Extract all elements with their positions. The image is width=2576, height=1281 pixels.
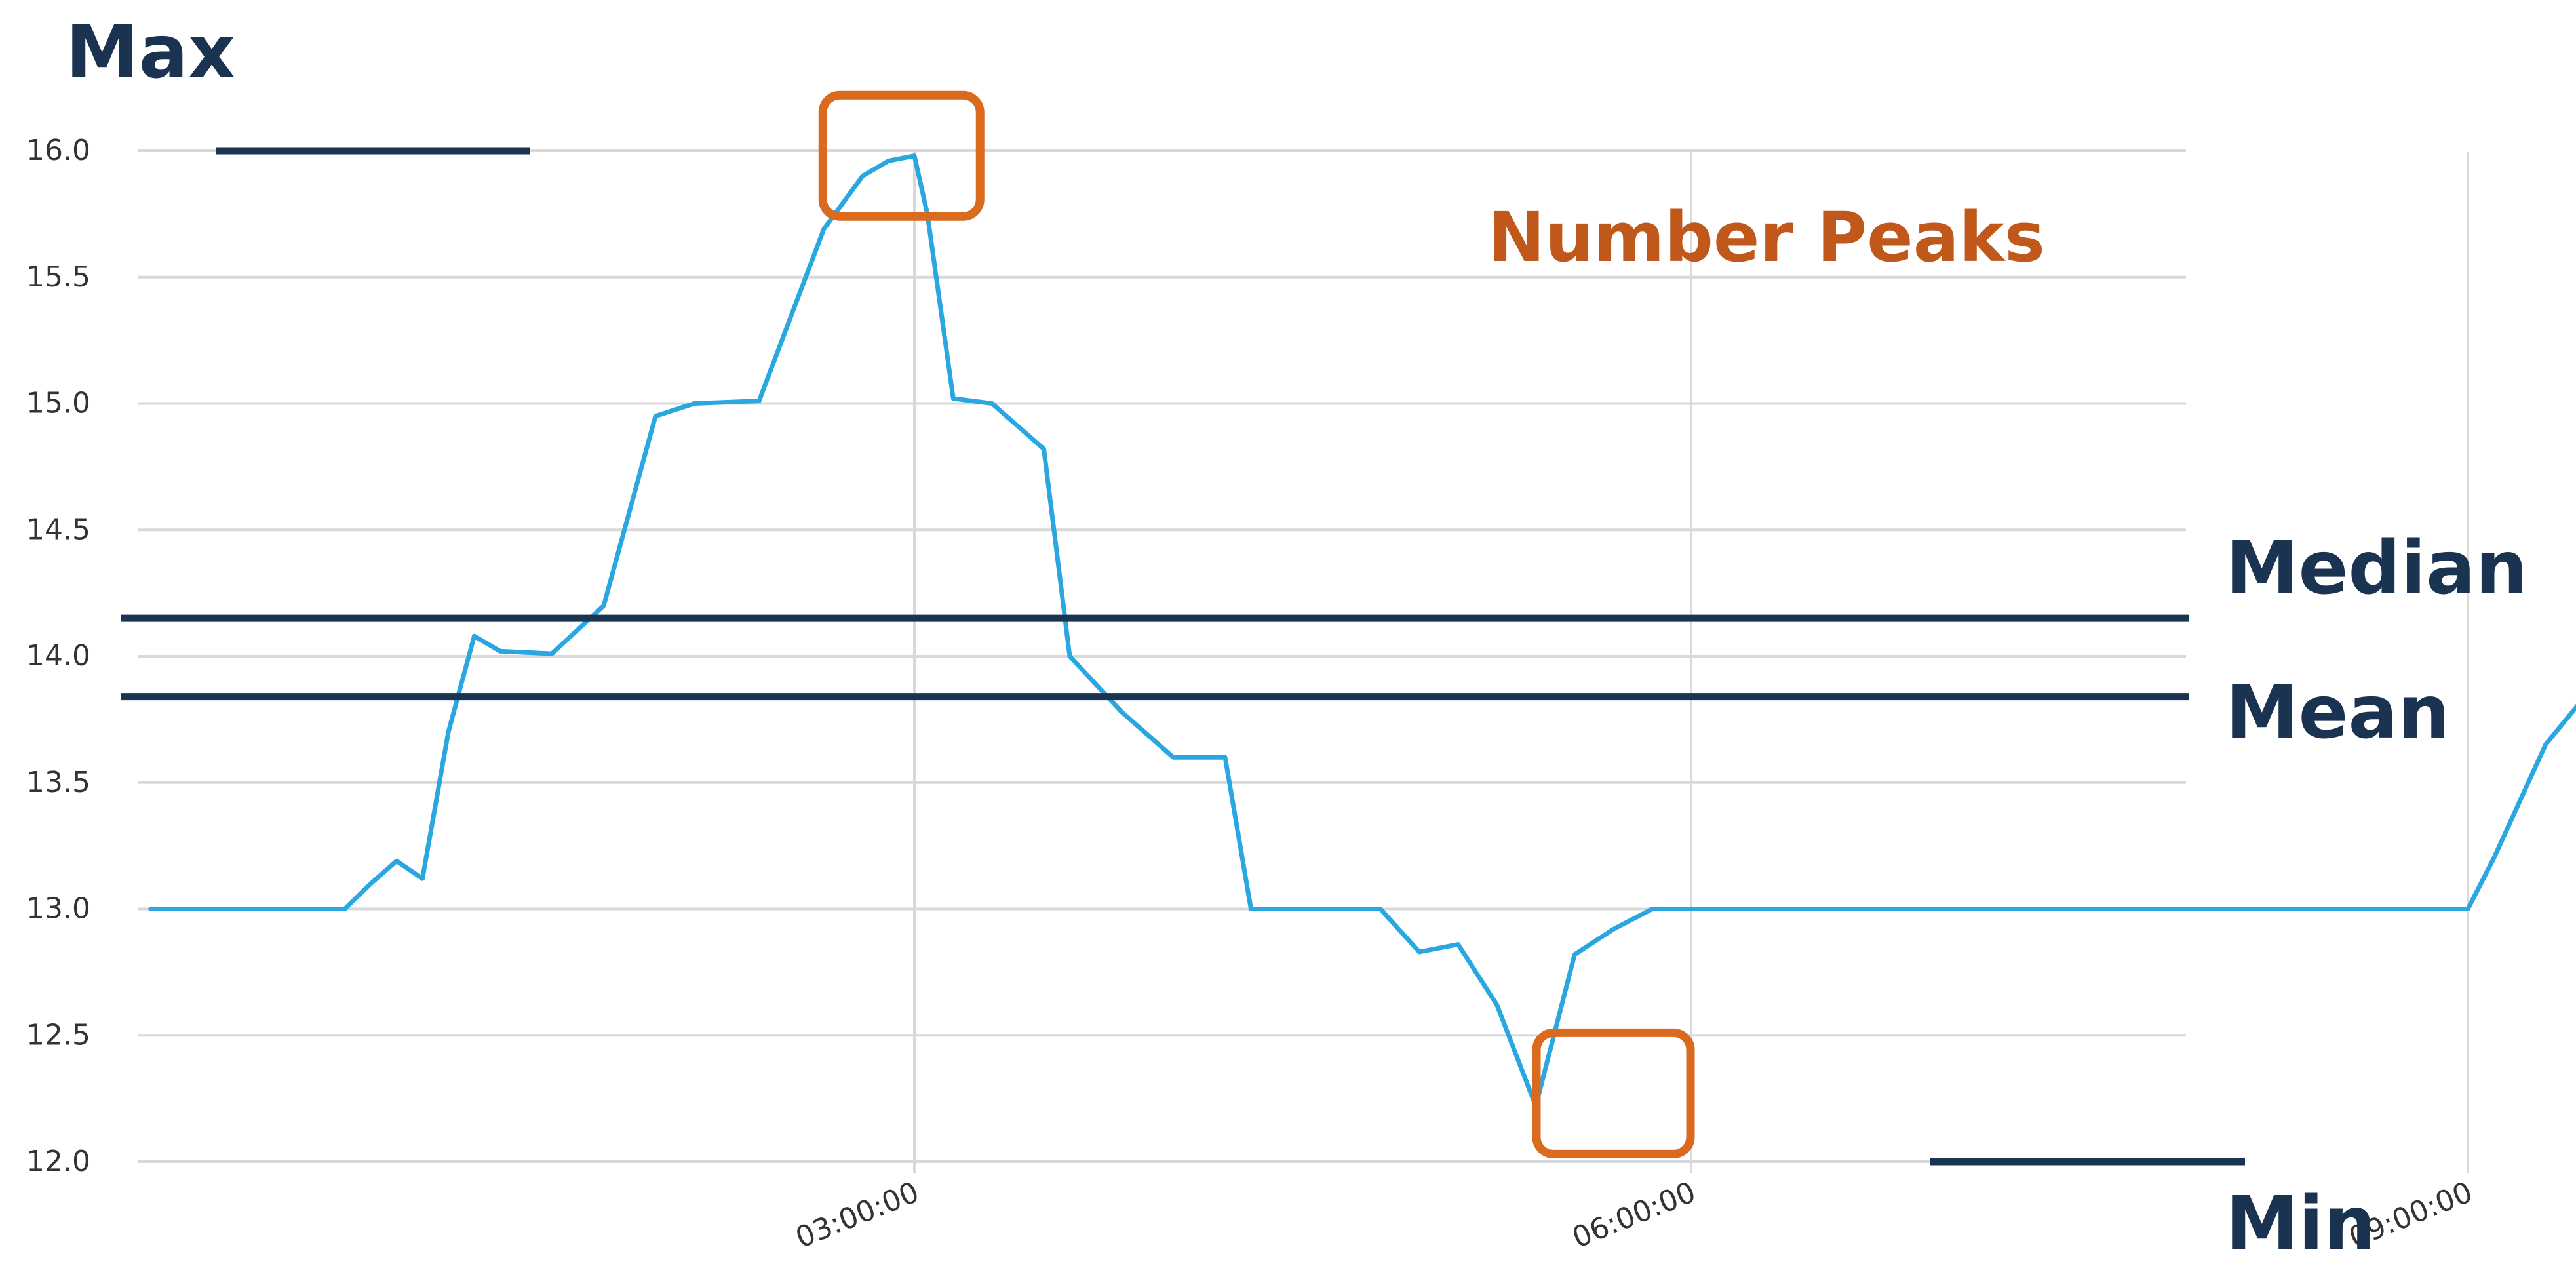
y-tick-label: 12.0	[26, 1145, 90, 1178]
y-tick-label: 16.0	[26, 134, 90, 167]
reference-label-min: Min	[2225, 1181, 2376, 1267]
y-tick-label: 14.5	[26, 513, 90, 546]
peaks-label: Number Peaks	[1488, 197, 2045, 277]
reference-label-mean: Mean	[2225, 670, 2450, 755]
x-tick-label: 06:00:00	[1568, 1175, 1700, 1255]
y-tick-label: 12.5	[26, 1018, 90, 1052]
reference-label-median: Median	[2225, 526, 2527, 611]
grid	[138, 149, 2469, 1173]
peak-highlight-box	[818, 90, 985, 221]
y-tick-label: 13.0	[26, 892, 90, 926]
annotation-labels: Max Median Mean Min Number Peaks	[66, 10, 2527, 1267]
y-tick-label: 15.0	[26, 387, 90, 420]
peak-highlights	[818, 90, 1695, 1158]
x-tick-label: 03:00:00	[791, 1175, 924, 1255]
y-tick-label: 15.5	[26, 260, 90, 294]
y-tick-label: 13.5	[26, 766, 90, 799]
series-layer	[148, 153, 2576, 1109]
reference-lines	[121, 147, 2245, 1166]
series-line-0	[148, 153, 2576, 1109]
reference-label-max: Max	[66, 10, 235, 95]
y-axis: 12.0 12.5 13.0 13.5 14.0 14.5 15.0 15.5 16.0	[26, 134, 90, 1178]
y-tick-label: 14.0	[26, 639, 90, 673]
peak-highlight-box	[1532, 1028, 1695, 1158]
